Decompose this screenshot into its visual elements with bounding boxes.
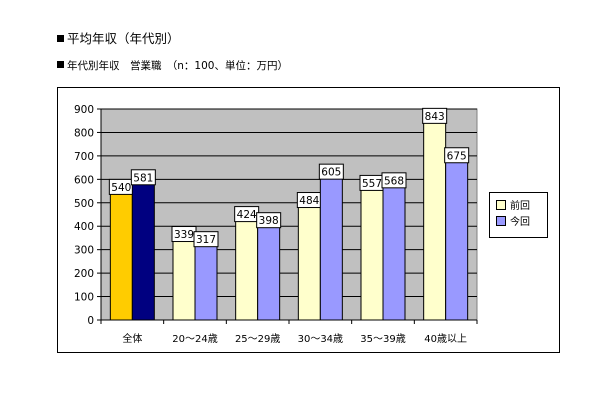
data-label: 675 (447, 150, 467, 162)
x-tick-label: 20～24歳 (172, 333, 217, 345)
plot-area (100, 108, 478, 321)
x-tick-label: 25～29歳 (235, 333, 280, 345)
y-tick-label: 900 (74, 104, 94, 116)
bar (109, 192, 133, 321)
y-tick-label: 600 (74, 174, 94, 186)
page-title: 平均年収（年代別） (57, 31, 180, 47)
page-subtitle: 年代別年収 営業職 （n：100、単位：万円） (57, 59, 288, 73)
page-title-text: 平均年収（年代別） (67, 31, 180, 46)
data-label: 568 (384, 175, 404, 187)
chart-legend: 前回 今回 (489, 192, 548, 238)
x-tick-label: 30～34歳 (298, 333, 343, 345)
square-bullet-icon (57, 61, 64, 68)
data-label: 398 (259, 215, 279, 227)
page-subtitle-text: 年代別年収 営業職 （n：100、単位：万円） (67, 60, 288, 72)
y-tick-label: 700 (74, 151, 94, 163)
bar (360, 188, 384, 321)
data-label: 339 (174, 229, 194, 241)
bar (194, 245, 218, 321)
bar (257, 226, 281, 321)
data-label-box (318, 163, 344, 180)
y-tick-label: 300 (74, 245, 94, 257)
x-tick-label: 35～39歳 (360, 333, 405, 345)
data-label-box (444, 147, 470, 164)
y-tick-label: 500 (74, 198, 94, 210)
bar (297, 206, 321, 321)
bar (235, 220, 259, 321)
x-tick-label: 40歳以上 (424, 333, 467, 345)
bar (319, 177, 343, 321)
y-tick-label: 200 (74, 268, 94, 280)
square-bullet-icon (57, 35, 64, 42)
bar (445, 161, 469, 321)
y-tick-label: 400 (74, 221, 94, 233)
data-label: 424 (237, 209, 257, 221)
data-label: 317 (196, 234, 216, 246)
x-tick-label: 全体 (122, 332, 142, 345)
chart-container: 0 100 200 300 400 500 600 700 800 900 540 581 全体 339 3… (57, 87, 560, 353)
y-tick-label: 100 (74, 292, 94, 304)
bar (131, 183, 155, 321)
legend-label-current: 今回 (510, 217, 530, 228)
data-label-box (193, 231, 219, 248)
data-label: 557 (362, 178, 382, 190)
bar (382, 186, 406, 321)
legend-swatch-current (496, 216, 506, 226)
data-label: 843 (425, 111, 445, 123)
data-label: 581 (133, 172, 153, 184)
data-label-box (256, 212, 282, 229)
legend-swatch-previous (496, 200, 506, 210)
data-label: 484 (299, 195, 319, 207)
legend-item-previous: 前回 (496, 200, 530, 214)
data-label-box (422, 107, 448, 124)
data-label: 540 (111, 182, 131, 194)
legend-label-previous: 前回 (510, 201, 530, 212)
bar (423, 121, 447, 321)
data-label-box (130, 169, 156, 186)
data-label-box (381, 172, 407, 189)
y-tick-label: 0 (87, 315, 94, 327)
legend-item-current: 今回 (496, 216, 530, 230)
bar (172, 240, 196, 321)
data-label: 605 (321, 167, 341, 179)
y-tick-label: 800 (74, 127, 94, 139)
